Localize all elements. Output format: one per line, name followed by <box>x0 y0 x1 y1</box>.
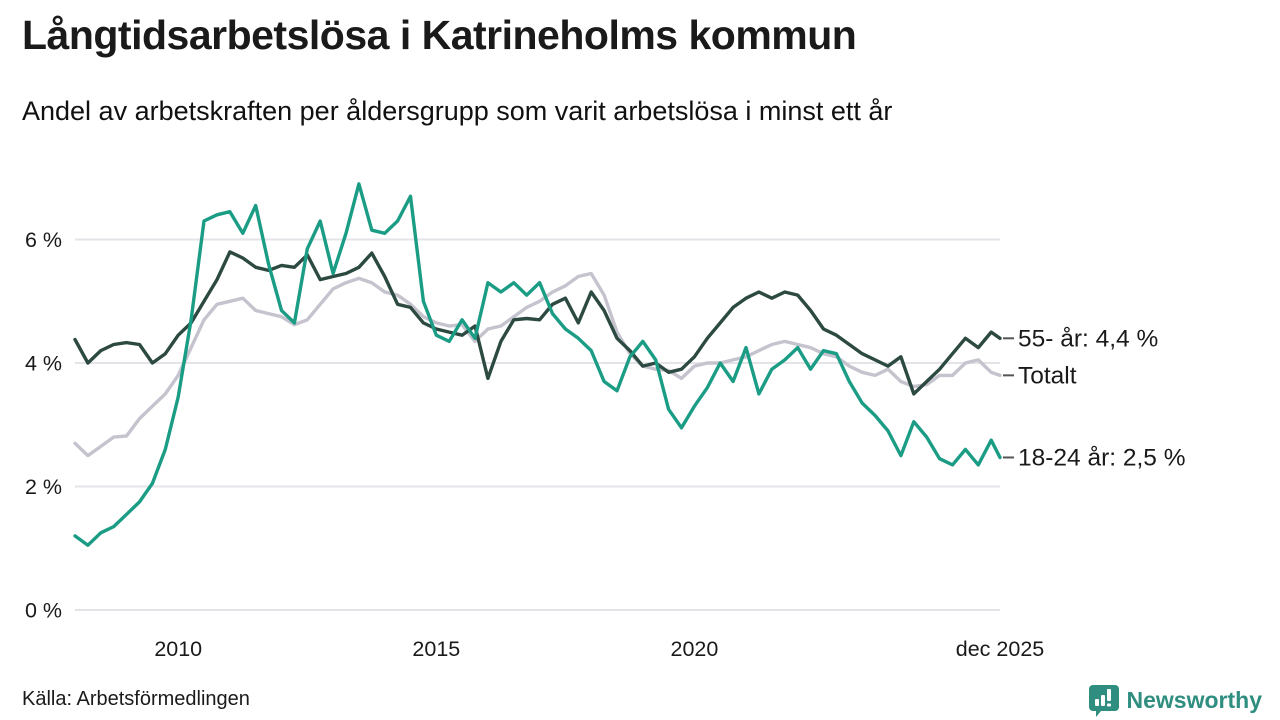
page-subtitle: Andel av arbetskraften per åldersgrupp s… <box>22 96 893 126</box>
x-tick-label-2020: 2020 <box>670 637 718 661</box>
y-tick-label-6: 6 % <box>25 228 62 252</box>
newsworthy-logo-icon <box>1088 684 1119 717</box>
x-tick-label-dec-2025: dec 2025 <box>956 637 1045 661</box>
y-tick-label-0: 0 % <box>25 599 62 623</box>
y-tick-label-4: 4 % <box>25 352 62 376</box>
newsworthy-wordmark: Newsworthy <box>1126 687 1262 713</box>
x-tick-label-2010: 2010 <box>154 637 202 661</box>
source-note: Källa: Arbetsförmedlingen <box>22 688 250 710</box>
page-title: Långtidsarbetslösa i Katrineholms kommun <box>22 12 857 58</box>
annotation-label-Totalt: Totalt <box>1018 362 1077 389</box>
newsworthy-brand: Newsworthy <box>1088 684 1262 717</box>
x-tick-label-2015: 2015 <box>412 637 460 661</box>
annotation-label-55--år: 55- år: 4,4 % <box>1018 325 1158 352</box>
series-line-55--år <box>73 250 1002 396</box>
series-line-Totalt <box>73 271 1002 458</box>
series-line-18-24-år <box>73 182 1002 547</box>
annotation-label-18-24-år: 18-24 år: 2,5 % <box>1018 444 1186 471</box>
y-tick-label-2: 2 % <box>25 475 62 499</box>
